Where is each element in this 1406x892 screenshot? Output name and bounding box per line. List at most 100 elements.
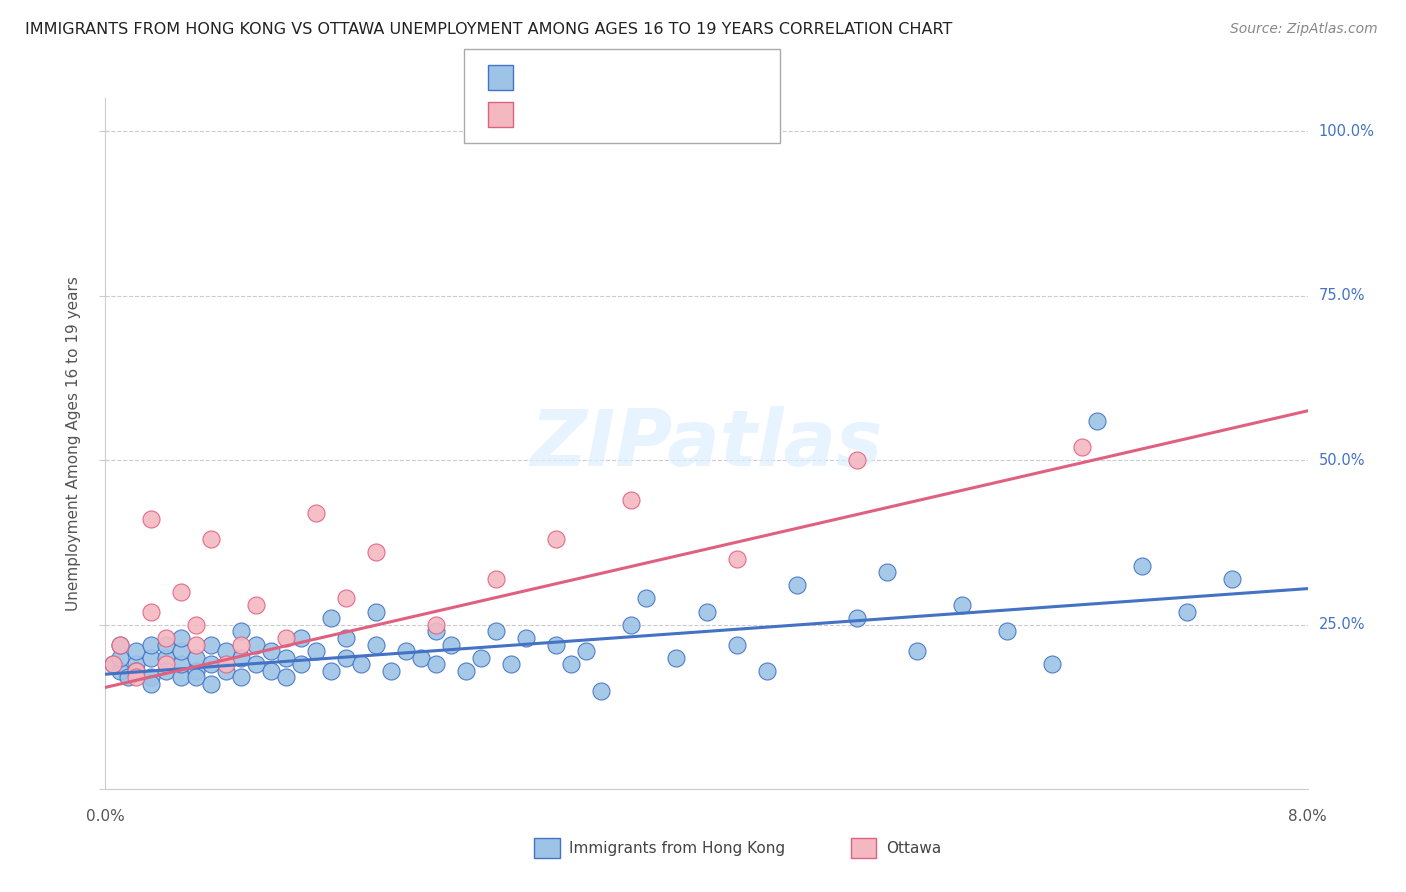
Text: Ottawa: Ottawa: [886, 841, 941, 855]
Point: [620, 492, 643, 507]
Point: [470, 650, 492, 665]
Point: [335, 591, 357, 606]
Text: 0.540: 0.540: [553, 107, 600, 122]
Point: [101, 657, 124, 672]
Text: 0.0%: 0.0%: [86, 809, 125, 823]
Point: [184, 664, 207, 678]
Point: [200, 657, 222, 672]
Point: [876, 565, 898, 579]
Point: [139, 605, 162, 619]
Point: [845, 453, 868, 467]
Point: [1040, 657, 1063, 672]
Point: [305, 644, 328, 658]
Point: [124, 664, 146, 678]
Point: [1071, 440, 1094, 454]
Y-axis label: Unemployment Among Ages 16 to 19 years: Unemployment Among Ages 16 to 19 years: [66, 277, 82, 611]
Point: [245, 638, 267, 652]
Point: [425, 657, 447, 672]
Point: [409, 650, 432, 665]
Text: 100.0%: 100.0%: [1319, 123, 1375, 138]
Point: [905, 644, 928, 658]
Point: [110, 664, 132, 678]
Point: [725, 552, 748, 566]
Point: [364, 638, 387, 652]
Text: ZIPatlas: ZIPatlas: [530, 406, 883, 482]
Point: [1085, 414, 1108, 428]
Text: N =: N =: [609, 107, 643, 122]
Point: [200, 638, 222, 652]
Point: [620, 617, 643, 632]
Point: [1222, 572, 1244, 586]
Point: [274, 631, 297, 645]
Point: [169, 657, 191, 672]
Text: R =: R =: [524, 70, 558, 85]
Point: [214, 664, 236, 678]
Point: [591, 683, 613, 698]
Text: Immigrants from Hong Kong: Immigrants from Hong Kong: [569, 841, 786, 855]
Point: [335, 650, 357, 665]
Point: [184, 638, 207, 652]
Point: [139, 638, 162, 652]
Point: [425, 624, 447, 639]
Point: [139, 650, 162, 665]
Point: [560, 657, 582, 672]
Point: [110, 650, 132, 665]
Point: [380, 664, 402, 678]
Point: [229, 624, 252, 639]
Point: [245, 657, 267, 672]
Point: [546, 533, 568, 547]
Point: [184, 650, 207, 665]
Text: 25.0%: 25.0%: [1319, 617, 1365, 632]
Point: [950, 598, 973, 612]
Point: [274, 671, 297, 685]
Point: [290, 657, 312, 672]
Point: [229, 638, 252, 652]
Point: [665, 650, 688, 665]
Point: [364, 605, 387, 619]
Point: [290, 631, 312, 645]
Point: [335, 631, 357, 645]
Point: [636, 591, 658, 606]
Text: 0.282: 0.282: [553, 70, 600, 85]
Point: [117, 671, 139, 685]
Point: [169, 671, 191, 685]
Text: Source: ZipAtlas.com: Source: ZipAtlas.com: [1230, 22, 1378, 37]
Text: IMMIGRANTS FROM HONG KONG VS OTTAWA UNEMPLOYMENT AMONG AGES 16 TO 19 YEARS CORRE: IMMIGRANTS FROM HONG KONG VS OTTAWA UNEM…: [25, 22, 953, 37]
Point: [260, 664, 283, 678]
Point: [124, 664, 146, 678]
Point: [155, 664, 177, 678]
Point: [260, 644, 283, 658]
Point: [319, 611, 342, 625]
Point: [364, 545, 387, 559]
Point: [200, 677, 222, 691]
Point: [845, 611, 868, 625]
Point: [169, 585, 191, 599]
Point: [696, 605, 718, 619]
Point: [546, 638, 568, 652]
Point: [725, 638, 748, 652]
Point: [169, 631, 191, 645]
Point: [440, 638, 463, 652]
Point: [124, 657, 146, 672]
Point: [485, 572, 508, 586]
Point: [485, 624, 508, 639]
Point: [575, 644, 598, 658]
Point: [229, 671, 252, 685]
Point: [350, 657, 373, 672]
Text: 94: 94: [637, 70, 658, 85]
Point: [155, 638, 177, 652]
Point: [245, 598, 267, 612]
Point: [214, 657, 236, 672]
Point: [110, 638, 132, 652]
Point: [305, 506, 328, 520]
Point: [124, 644, 146, 658]
Point: [229, 650, 252, 665]
Point: [395, 644, 418, 658]
Text: 26: 26: [637, 107, 658, 122]
Point: [139, 671, 162, 685]
Point: [101, 657, 124, 672]
Point: [184, 671, 207, 685]
Point: [319, 664, 342, 678]
Point: [515, 631, 537, 645]
Point: [200, 533, 222, 547]
